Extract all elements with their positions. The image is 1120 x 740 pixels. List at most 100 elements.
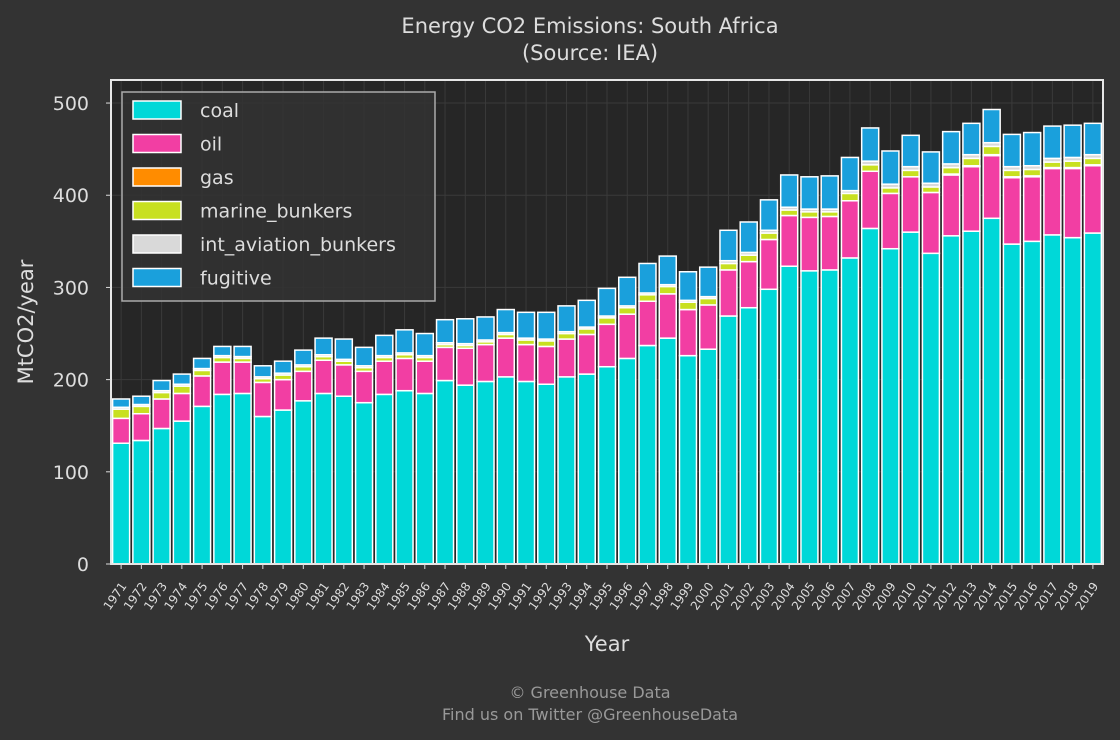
chart-subtitle: (Source: IEA) [522, 41, 658, 65]
bar-segment-fugitive-2010 [901, 134, 920, 168]
bar-segment-coal-2000 [698, 348, 718, 565]
bar-segment-oil-2008 [860, 170, 880, 230]
bar-segment-marine_bunkers-2001 [719, 262, 738, 271]
bar-segment-marine_bunkers-1971 [111, 408, 131, 420]
bar-segment-marine_bunkers-2018 [1063, 160, 1082, 169]
bar-segment-fugitive-2002 [739, 221, 758, 254]
bar-segment-fugitive-1981 [314, 337, 333, 356]
bar-segment-fugitive-1979 [273, 360, 293, 374]
bar-segment-fugitive-1971 [111, 398, 131, 409]
bar-segment-oil-1973 [152, 398, 171, 430]
bar-segment-fugitive-2014 [982, 108, 1001, 144]
bar-segment-coal-1999 [678, 354, 698, 565]
legend-swatch-marine_bunkers [132, 200, 182, 221]
bar-segment-coal-1972 [132, 439, 151, 565]
bar-segment-marine_bunkers-2008 [860, 164, 880, 173]
bar-segment-marine_bunkers-1995 [597, 317, 617, 326]
bar-segment-fugitive-1995 [597, 287, 617, 317]
bar-segment-fugitive-1974 [172, 373, 192, 385]
bar-segment-fugitive-1994 [577, 299, 597, 328]
bar-segment-fugitive-1980 [294, 349, 313, 366]
bar-segment-coal-1981 [314, 392, 333, 565]
bar-segment-oil-1979 [273, 378, 293, 411]
bar-segment-fugitive-1998 [658, 255, 677, 286]
bar-segment-fugitive-1975 [192, 357, 212, 370]
bar-segment-fugitive-1992 [537, 311, 556, 340]
legend-swatch-oil [132, 133, 182, 154]
bar-segment-oil-2004 [779, 214, 799, 267]
bar-segment-marine_bunkers-1975 [192, 369, 212, 377]
bar-segment-oil-2000 [698, 304, 718, 350]
bar-segment-coal-1977 [233, 392, 252, 565]
bar-segment-marine_bunkers-1993 [557, 332, 576, 340]
bar-segment-coal-2001 [719, 315, 738, 565]
legend-swatch-gas [132, 167, 182, 187]
bar-segment-fugitive-1976 [213, 345, 232, 357]
bar-segment-fugitive-2004 [779, 174, 799, 208]
bar-segment-oil-1988 [456, 347, 475, 386]
bar-segment-oil-1992 [537, 345, 556, 385]
bar-segment-coal-1983 [354, 401, 374, 565]
bar-segment-oil-1974 [172, 392, 192, 422]
bar-segment-fugitive-1986 [415, 332, 435, 357]
bar-segment-oil-1998 [658, 293, 677, 339]
bar-segment-oil-1990 [496, 337, 516, 378]
bar-segment-fugitive-1977 [233, 345, 252, 358]
bar-segment-marine_bunkers-2013 [962, 157, 981, 167]
bar-segment-coal-2018 [1063, 236, 1082, 565]
bar-segment-marine_bunkers-1992 [537, 340, 556, 348]
bar-segment-oil-1994 [577, 333, 597, 375]
bar-segment-marine_bunkers-2000 [698, 297, 718, 306]
bar-segment-coal-2012 [941, 235, 961, 565]
bar-segment-fugitive-2000 [698, 266, 718, 298]
bar-segment-marine_bunkers-2004 [779, 209, 799, 217]
bar-segment-oil-2007 [840, 200, 860, 259]
bar-segment-fugitive-2003 [759, 199, 779, 232]
bar-segment-coal-2008 [860, 227, 880, 565]
bar-segment-oil-1978 [253, 381, 273, 418]
bar-segment-coal-2010 [901, 231, 920, 565]
bar-segment-oil-2013 [962, 165, 981, 232]
bar-segment-marine_bunkers-2003 [759, 232, 779, 241]
bar-segment-fugitive-1973 [152, 379, 171, 392]
bar-segment-oil-1976 [213, 361, 232, 396]
bar-segment-coal-1986 [415, 392, 435, 565]
bar-segment-oil-1991 [516, 343, 536, 383]
bar-segment-fugitive-1987 [435, 318, 455, 344]
bar-segment-coal-2011 [921, 252, 941, 565]
bar-segment-fugitive-2005 [800, 176, 819, 210]
bar-segment-coal-1973 [152, 427, 171, 565]
bar-segment-coal-2006 [820, 269, 839, 565]
bar-segment-coal-2013 [962, 230, 981, 565]
bar-segment-fugitive-1991 [516, 311, 536, 339]
bar-segment-coal-1994 [577, 373, 597, 565]
bar-segment-coal-1998 [658, 337, 677, 565]
bar-segment-coal-2015 [1002, 243, 1022, 565]
bar-segment-oil-1986 [415, 360, 435, 395]
bar-segment-fugitive-2012 [941, 130, 961, 165]
bar-segment-marine_bunkers-2011 [921, 186, 941, 194]
bar-segment-coal-1971 [111, 442, 131, 565]
bar-segment-oil-1987 [435, 346, 455, 382]
x-axis-ticks: 1971197219731974197519761977197819791980… [101, 564, 1101, 613]
bar-segment-coal-1974 [172, 420, 192, 565]
bar-segment-oil-1989 [476, 343, 495, 383]
bar-segment-fugitive-2015 [1002, 133, 1022, 168]
x-axis-label: Year [584, 632, 630, 656]
bar-segment-marine_bunkers-1997 [638, 294, 657, 303]
bar-segment-coal-2016 [1022, 240, 1042, 565]
bar-segment-oil-2012 [941, 174, 961, 237]
y-tick-label: 200 [53, 370, 89, 392]
bar-segment-fugitive-1978 [253, 365, 273, 378]
bar-segment-coal-2019 [1083, 232, 1103, 565]
bar-segment-oil-2005 [800, 216, 819, 272]
bar-segment-oil-1993 [557, 338, 576, 378]
bar-segment-fugitive-1985 [395, 329, 414, 354]
bar-segment-marine_bunkers-2019 [1083, 157, 1103, 166]
bar-segment-oil-2006 [820, 215, 839, 271]
bar-segment-fugitive-1983 [354, 346, 374, 367]
bar-segment-oil-2014 [982, 154, 1001, 220]
bar-segment-fugitive-1984 [375, 334, 394, 357]
bar-segment-coal-2002 [739, 306, 758, 565]
